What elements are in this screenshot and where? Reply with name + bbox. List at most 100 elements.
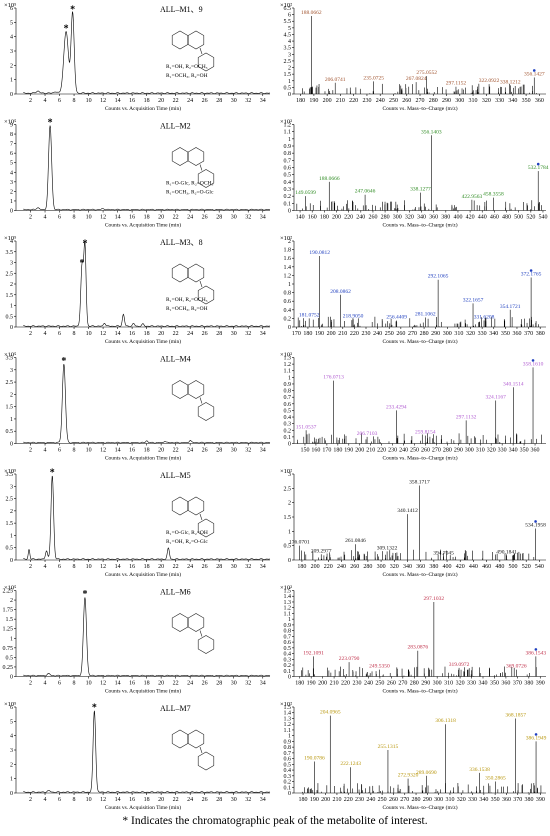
ms-x-tick-label: 300 <box>393 215 402 221</box>
lc-y-tick-label: 4 <box>10 35 13 41</box>
lc-x-tick-label: 28 <box>216 797 222 803</box>
lc-x-tick-label: 12 <box>100 564 106 570</box>
lc-x-tick-label: 6 <box>58 681 61 687</box>
lc-x-tick-label: 30 <box>231 98 237 104</box>
lc-x-axis-label: Counts vs. Acquisition Time (min) <box>105 338 181 345</box>
peak-star-marker: * <box>92 702 97 713</box>
lc-x-tick-label: 16 <box>129 448 135 454</box>
ms-x-tick-label: 360 <box>502 797 511 803</box>
lc-y-tick-label: 2.5 <box>6 497 14 503</box>
lc-y-tick-label: 6 <box>10 151 13 157</box>
ms-x-tick-label: 180 <box>303 331 312 337</box>
ms-peak-label: 188.0666 <box>319 176 340 182</box>
lc-y-tick-label: 3.5 <box>6 472 14 478</box>
ms-x-tick-label: 190 <box>309 98 318 104</box>
lc-y-tick-label: 2.25 <box>3 589 14 595</box>
lc-x-tick-label: 6 <box>58 98 61 104</box>
ms-y-tick-label: 1.3 <box>284 356 292 362</box>
ms-x-tick-label: 220 <box>344 797 353 803</box>
lc-x-tick-label: 16 <box>129 215 135 221</box>
lc-y-tick-label: 1 <box>10 533 13 539</box>
ms-peak-label: 190.0786 <box>304 755 325 761</box>
lc-x-tick-label: 20 <box>158 331 164 337</box>
lc-exponent: ×10⁵ <box>4 585 16 592</box>
ms-x-tick-label: 260 <box>350 564 359 570</box>
lc-x-tick-label: 26 <box>202 331 208 337</box>
ms-y-tick-label: 0.1 <box>284 201 292 207</box>
ms-y-tick-label: 4 <box>288 39 291 45</box>
ms-peak-label: 458.3558 <box>483 192 504 198</box>
ms-y-tick-label: 1.2 <box>284 273 292 279</box>
ms-x-tick-label: 300 <box>455 98 464 104</box>
ms-peak-label: 324.1167 <box>486 395 507 401</box>
structure-drawing <box>171 380 215 421</box>
peak-star-marker: * <box>70 5 75 16</box>
lc-y-tick-label: 4 <box>10 734 13 740</box>
lc-x-tick-label: 12 <box>100 331 106 337</box>
ms-x-tick-label: 340 <box>403 564 412 570</box>
lc-x-tick-label: 16 <box>129 331 135 337</box>
lc-x-tick-label: 18 <box>144 681 150 687</box>
ms-x-tick-label: 380 <box>524 681 533 687</box>
ms-y-tick-label: 0.2 <box>284 663 292 669</box>
lc-x-tick-label: 10 <box>86 331 92 337</box>
lc-y-tick-label: 0.5 <box>6 655 14 661</box>
lc-x-tick-label: 20 <box>158 448 164 454</box>
ms-peak-label: 151.0537 <box>296 424 317 430</box>
lc-x-tick-label: 12 <box>100 98 106 104</box>
ms-x-tick-label: 170 <box>322 448 331 454</box>
lc-trace <box>23 364 271 444</box>
ms-y-tick-label: 0.4 <box>284 415 292 421</box>
lc-x-tick-label: 6 <box>58 797 61 803</box>
ms-x-tick-label: 360 <box>531 448 540 454</box>
ms-y-tick-label: 1 <box>288 137 291 143</box>
ms-peak-label: 356.1427 <box>524 71 545 77</box>
lc-x-tick-label: 22 <box>173 98 179 104</box>
ms-x-tick-label: 250 <box>385 331 394 337</box>
lc-x-tick-label: 26 <box>202 448 208 454</box>
ms-x-tick-label: 270 <box>408 331 417 337</box>
lc-x-tick-label: 24 <box>187 215 193 221</box>
ms-x-tick-label: 440 <box>469 564 478 570</box>
bond <box>199 513 203 521</box>
ms-x-tick-label: 340 <box>489 331 498 337</box>
ms-y-tick-label: 0.4 <box>284 652 292 658</box>
ms-x-tick-label: 200 <box>323 98 332 104</box>
ms-x-tick-label: 230 <box>355 797 364 803</box>
lc-x-tick-label: 14 <box>115 331 121 337</box>
ms-x-tick-label: 240 <box>356 215 365 221</box>
lc-x-tick-label: 10 <box>86 448 92 454</box>
lc-x-tick-label: 24 <box>187 448 193 454</box>
figure-caption: * Indicates the chromatographic peak of … <box>122 815 428 827</box>
lc-x-tick-label: 10 <box>86 564 92 570</box>
lc-y-tick-label: 3.5 <box>6 356 14 362</box>
peak-star-marker: * <box>80 258 85 269</box>
lc-x-tick-label: 30 <box>231 564 237 570</box>
lc-x-tick-label: 14 <box>115 215 121 221</box>
lc-y-tick-label: 8 <box>10 132 13 138</box>
ms-x-tick-label: 260 <box>389 797 398 803</box>
ms-y-tick-label: 1.1 <box>284 611 292 617</box>
peak-star-marker: * <box>48 117 53 128</box>
ms-y-tick-label: 0.8 <box>284 151 292 157</box>
lc-x-tick-label: 32 <box>245 331 251 337</box>
structure-drawing <box>171 496 215 538</box>
ms-x-tick-label: 180 <box>333 448 342 454</box>
ms-y-tick-label: 0.6 <box>284 299 292 305</box>
precursor-marker <box>536 162 540 166</box>
ms-x-tick-label: 360 <box>429 215 438 221</box>
ms-y-tick-label: 1 <box>288 79 291 85</box>
lc-exponent: ×10⁵ <box>4 468 16 475</box>
lc-x-tick-label: 14 <box>115 98 121 104</box>
precursor-marker <box>531 359 535 362</box>
ms-x-tick-label: 290 <box>423 797 432 803</box>
ms-y-tick-label: 0.3 <box>284 774 292 780</box>
ms-x-tick-label: 280 <box>429 98 438 104</box>
lc-x-tick-label: 20 <box>158 797 164 803</box>
ms-x-axis-label: Counts vs. Mass–to–Charge (m/z) <box>382 338 457 345</box>
ms-x-tick-label: 330 <box>498 448 507 454</box>
lc-x-tick-label: 4 <box>44 681 47 687</box>
lc-y-tick-label: 3 <box>10 261 13 267</box>
